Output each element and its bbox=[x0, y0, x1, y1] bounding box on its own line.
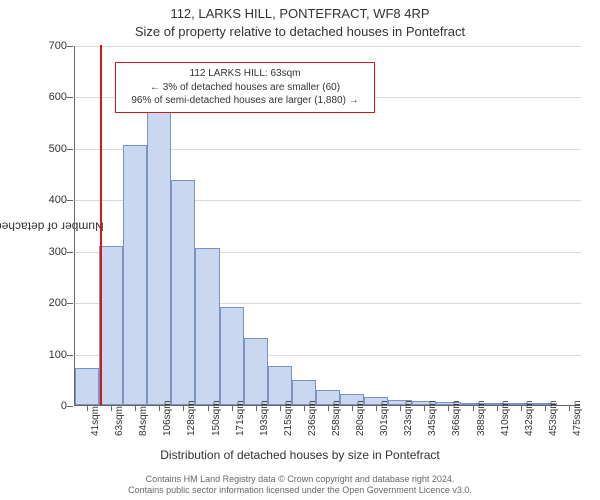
footer-line-1: Contains HM Land Registry data © Crown c… bbox=[0, 474, 600, 485]
histogram-bar bbox=[99, 246, 123, 405]
y-tick bbox=[67, 46, 73, 47]
x-tick bbox=[352, 405, 353, 411]
info-box-line-3: 96% of semi-detached houses are larger (… bbox=[124, 94, 366, 108]
x-tick-label: 128sqm bbox=[186, 400, 197, 436]
y-tick bbox=[67, 149, 73, 150]
y-tick bbox=[67, 200, 73, 201]
footer: Contains HM Land Registry data © Crown c… bbox=[0, 474, 600, 497]
x-tick bbox=[424, 405, 425, 411]
x-tick bbox=[304, 405, 305, 411]
x-tick bbox=[545, 405, 546, 411]
x-tick-label: 366sqm bbox=[451, 400, 462, 436]
x-tick bbox=[111, 405, 112, 411]
x-tick-label: 345sqm bbox=[427, 400, 438, 436]
plot-inner: 010020030040050060070041sqm63sqm84sqm106… bbox=[74, 46, 580, 406]
x-tick-label: 453sqm bbox=[548, 400, 559, 436]
histogram-bar bbox=[220, 307, 244, 405]
x-tick bbox=[328, 405, 329, 411]
info-box: 112 LARKS HILL: 63sqm← 3% of detached ho… bbox=[115, 62, 375, 113]
y-tick bbox=[67, 355, 73, 356]
x-tick-label: 258sqm bbox=[331, 400, 342, 436]
x-tick bbox=[159, 405, 160, 411]
y-tick-label: 300 bbox=[17, 246, 67, 258]
histogram-bar bbox=[268, 366, 292, 405]
x-tick bbox=[569, 405, 570, 411]
histogram-bar bbox=[75, 368, 99, 405]
y-tick bbox=[67, 97, 73, 98]
histogram-bar bbox=[147, 109, 171, 405]
x-tick bbox=[232, 405, 233, 411]
x-tick bbox=[400, 405, 401, 411]
x-tick-label: 41sqm bbox=[90, 406, 101, 436]
x-tick-label: 171sqm bbox=[235, 400, 246, 436]
x-tick bbox=[256, 405, 257, 411]
x-tick-label: 106sqm bbox=[162, 400, 173, 436]
footer-line-2: Contains public sector information licen… bbox=[0, 485, 600, 496]
y-tick-label: 600 bbox=[17, 91, 67, 103]
y-tick-label: 100 bbox=[17, 349, 67, 361]
y-tick bbox=[67, 252, 73, 253]
x-tick bbox=[521, 405, 522, 411]
info-box-line-2: ← 3% of detached houses are smaller (60) bbox=[124, 81, 366, 95]
x-tick-label: 432sqm bbox=[524, 400, 535, 436]
x-tick bbox=[376, 405, 377, 411]
x-tick-label: 236sqm bbox=[307, 400, 318, 436]
histogram-bar bbox=[171, 180, 195, 405]
x-axis-label: Distribution of detached houses by size … bbox=[0, 448, 600, 462]
title-line-1: 112, LARKS HILL, PONTEFRACT, WF8 4RP bbox=[0, 6, 600, 21]
y-tick bbox=[67, 406, 73, 407]
y-tick-label: 200 bbox=[17, 297, 67, 309]
x-tick bbox=[497, 405, 498, 411]
x-tick-label: 323sqm bbox=[403, 400, 414, 436]
chart-container: 112, LARKS HILL, PONTEFRACT, WF8 4RP Siz… bbox=[0, 0, 600, 500]
x-tick-label: 280sqm bbox=[355, 400, 366, 436]
y-tick-label: 400 bbox=[17, 194, 67, 206]
x-tick-label: 150sqm bbox=[211, 400, 222, 436]
x-tick bbox=[473, 405, 474, 411]
x-tick bbox=[87, 405, 88, 411]
y-tick-label: 500 bbox=[17, 143, 67, 155]
x-tick bbox=[280, 405, 281, 411]
x-tick-label: 193sqm bbox=[259, 400, 270, 436]
x-tick-label: 215sqm bbox=[283, 400, 294, 436]
x-tick-label: 63sqm bbox=[114, 406, 125, 436]
histogram-bar bbox=[195, 248, 219, 405]
x-tick bbox=[448, 405, 449, 411]
x-tick-label: 475sqm bbox=[572, 400, 583, 436]
subject-marker-line bbox=[100, 45, 102, 405]
info-box-line-1: 112 LARKS HILL: 63sqm bbox=[124, 67, 366, 81]
x-tick bbox=[208, 405, 209, 411]
x-tick-label: 84sqm bbox=[138, 406, 149, 436]
x-tick-label: 301sqm bbox=[379, 400, 390, 436]
title-line-2: Size of property relative to detached ho… bbox=[0, 24, 600, 39]
y-tick-label: 0 bbox=[17, 400, 67, 412]
gridline bbox=[75, 46, 581, 47]
histogram-bar bbox=[123, 145, 147, 405]
x-tick-label: 410sqm bbox=[500, 400, 511, 436]
x-tick bbox=[135, 405, 136, 411]
y-tick bbox=[67, 303, 73, 304]
histogram-bar bbox=[244, 338, 268, 405]
plot-area: 010020030040050060070041sqm63sqm84sqm106… bbox=[74, 46, 580, 406]
x-tick-label: 388sqm bbox=[476, 400, 487, 436]
x-tick bbox=[183, 405, 184, 411]
y-tick-label: 700 bbox=[17, 40, 67, 52]
